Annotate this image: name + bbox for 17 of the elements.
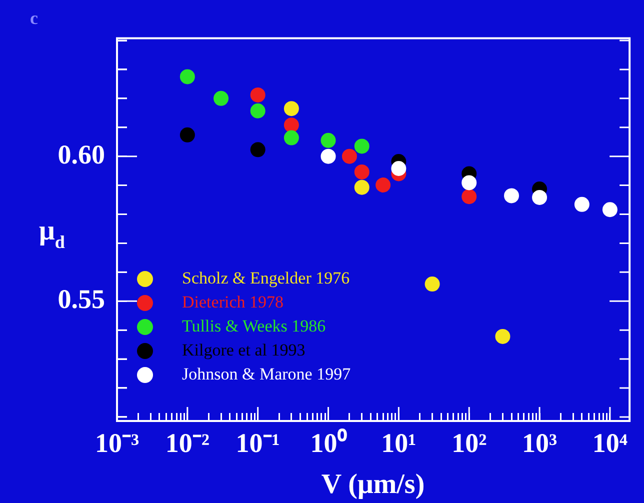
legend-label: Scholz & Engelder 1976 xyxy=(182,268,350,288)
x-tick-label: 10⁻³ xyxy=(94,428,140,458)
y-tick-label: 0.60 xyxy=(58,139,105,170)
y-tick-label: 0.55 xyxy=(58,284,105,314)
legend-label: Dieterich 1978 xyxy=(182,292,284,312)
legend-label: Johnson & Marone 1997 xyxy=(182,364,352,384)
x-tick-label: 10⁰ xyxy=(310,428,348,458)
legend-label: Tullis & Weeks 1986 xyxy=(182,316,326,336)
x-tick-label: 10⁻¹ xyxy=(236,428,280,458)
x-tick-label: 10⁻² xyxy=(165,428,210,458)
x-tick-label: 10⁴ xyxy=(592,428,628,458)
text: c xyxy=(30,8,38,28)
x-tick-label: 10³ xyxy=(522,428,558,458)
x-tick-label: 10² xyxy=(452,428,487,458)
x-axis-title: V (μm/s) xyxy=(321,469,425,500)
legend-label: Kilgore et al 1993 xyxy=(182,340,306,360)
x-tick-label: 10¹ xyxy=(381,428,416,458)
